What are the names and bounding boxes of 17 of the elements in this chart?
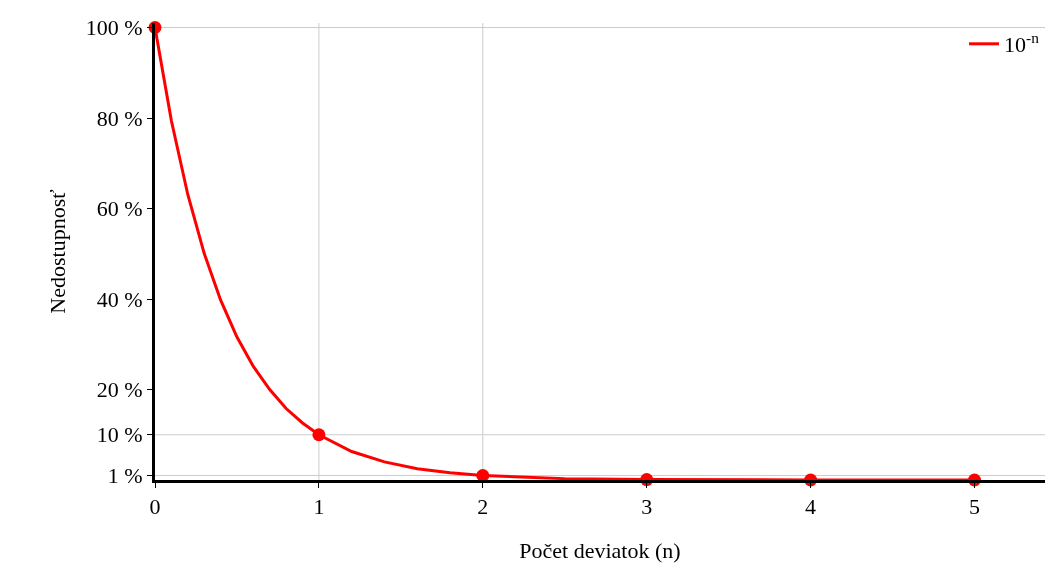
y-tick-label: 1 % (107, 463, 143, 489)
x-tick-label: 3 (641, 494, 653, 520)
x-tick-label: 0 (149, 494, 161, 520)
x-tick-label: 5 (969, 494, 981, 520)
y-tick-label: 100 % (85, 15, 143, 41)
y-tick-label: 60 % (96, 196, 143, 222)
x-tick-label: 2 (477, 494, 489, 520)
y-axis-title: Nedostupnosť (44, 188, 70, 314)
y-tick-label: 20 % (96, 377, 143, 403)
x-axis-title: Počet deviatok (n) (519, 538, 681, 564)
x-tick-label: 1 (313, 494, 325, 520)
legend-label: 10$^{-n}$ (1004, 29, 1040, 58)
y-tick-label: 10 % (96, 422, 143, 448)
point (312, 428, 326, 442)
y-tick-label: 80 % (96, 105, 143, 131)
x-tick-label: 4 (805, 494, 817, 520)
y-tick-label: 40 % (96, 286, 143, 312)
